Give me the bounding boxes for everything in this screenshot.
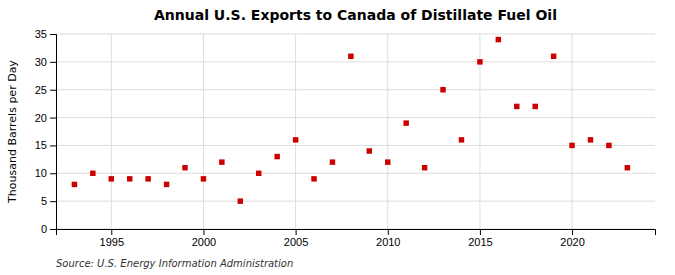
point [367, 148, 372, 153]
tick-mark [388, 229, 389, 235]
tick-mark [296, 229, 297, 235]
point [293, 137, 298, 142]
grid-line [111, 34, 112, 229]
tick: 1995 [100, 229, 124, 248]
tick-label: 0 [41, 223, 47, 235]
chart: 1995 2000 2005 2010 2015 2020 0 5 10 15 20 25 30 35 An… [0, 0, 675, 275]
tick-mark [572, 229, 573, 235]
point [72, 182, 77, 187]
point [182, 165, 187, 170]
tick: 0 [41, 223, 56, 235]
tick: 2000 [192, 229, 216, 248]
point [459, 137, 464, 142]
y-axis: 0 5 10 15 20 25 30 35 [35, 28, 57, 235]
y-axis-label: Thousand Barrels per Day [6, 60, 19, 204]
tick-label: 35 [35, 28, 47, 40]
grid-line [56, 145, 655, 146]
grid-line [56, 89, 655, 90]
tick-label: 15 [35, 139, 47, 151]
tick-mark [50, 201, 56, 202]
tick-label: 5 [41, 195, 47, 207]
tick-label: 25 [35, 84, 47, 96]
tick: 2010 [376, 229, 400, 248]
point [569, 143, 574, 148]
point [496, 37, 501, 42]
axis-line [50, 35, 57, 230]
point [532, 104, 537, 109]
tick-mark [480, 229, 481, 235]
tick-label: 10 [35, 167, 47, 179]
tick-mark [50, 34, 56, 35]
grid-line [572, 34, 573, 229]
point [625, 165, 630, 170]
tick-mark [50, 145, 56, 146]
tick-mark [111, 229, 112, 235]
grid-line [387, 34, 388, 229]
tick: 10 [35, 167, 56, 179]
point [348, 54, 353, 59]
point [311, 176, 316, 181]
point [385, 159, 390, 164]
tick-label: 2000 [192, 236, 216, 248]
grid-line [56, 34, 655, 35]
grid-line [56, 201, 655, 202]
point [403, 120, 408, 125]
tick-label: 2015 [468, 236, 492, 248]
tick: 2020 [560, 229, 584, 248]
point [274, 154, 279, 159]
tick-mark [50, 118, 56, 119]
point [145, 176, 150, 181]
tick-label: 2010 [376, 236, 400, 248]
x-axis: 1995 2000 2005 2010 2015 2020 [57, 229, 656, 248]
tick: 35 [35, 28, 56, 40]
point [256, 171, 261, 176]
point [422, 165, 427, 170]
grid-line [56, 173, 655, 174]
tick: 25 [35, 84, 56, 96]
tick-mark [50, 229, 56, 230]
grid-line [203, 34, 204, 229]
point [514, 104, 519, 109]
axis-line [57, 230, 656, 236]
tick: 5 [41, 195, 56, 207]
tick: 30 [35, 56, 56, 68]
grid-line [295, 34, 296, 229]
tick-mark [50, 173, 56, 174]
tick: 20 [35, 112, 56, 124]
point [219, 159, 224, 164]
point [238, 198, 243, 203]
tick: 2005 [284, 229, 308, 248]
source-note: Source: U.S. Energy Information Administ… [56, 258, 293, 269]
point [201, 176, 206, 181]
point [127, 176, 132, 181]
grid-line [56, 117, 655, 118]
point [90, 171, 95, 176]
grid-line [56, 61, 655, 62]
point [606, 143, 611, 148]
title: Annual U.S. Exports to Canada of Distill… [154, 7, 557, 23]
point [330, 159, 335, 164]
point [477, 59, 482, 64]
tick-mark [50, 62, 56, 63]
point [109, 176, 114, 181]
tick: 2015 [468, 229, 492, 248]
point [164, 182, 169, 187]
tick-label: 2020 [560, 236, 584, 248]
plot: 1995 2000 2005 2010 2015 2020 0 5 10 15 20 25 30 35 [35, 28, 656, 248]
points [72, 37, 630, 204]
point [551, 54, 556, 59]
point [440, 87, 445, 92]
tick-label: 30 [35, 56, 47, 68]
tick-mark [50, 90, 56, 91]
tick-label: 20 [35, 112, 47, 124]
tick-label: 2005 [284, 236, 308, 248]
grid [56, 34, 655, 229]
tick-label: 1995 [100, 236, 124, 248]
tick-mark [203, 229, 204, 235]
tick: 15 [35, 139, 56, 151]
point [588, 137, 593, 142]
